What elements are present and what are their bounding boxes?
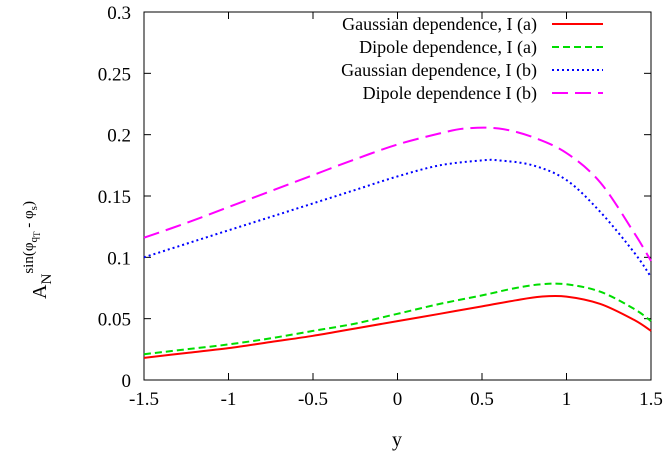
y-label-subscript: N — [39, 274, 55, 285]
axis-ticks: -1.5 -1 -0.5 0 0.5 1 1.5 0 0.05 0.1 0.15 0.2 0.25 0.3 — [98, 3, 663, 410]
x-axis-label: y — [392, 429, 402, 451]
y-tick-label: 0.2 — [107, 126, 131, 147]
y-tick-label: 0.05 — [98, 310, 131, 331]
legend: Gaussian dependence, I (a)Dipole depende… — [341, 14, 603, 104]
x-tick-label: 0 — [393, 389, 403, 410]
y-tick-label: 0.25 — [98, 64, 131, 85]
y-tick-label: 0.3 — [107, 3, 131, 24]
y-tick-label: 0 — [122, 371, 132, 392]
series-lines — [143, 126, 652, 359]
series-line-4 — [143, 126, 652, 262]
y-label-s-sub: s — [28, 206, 40, 210]
x-tick-label: -0.5 — [298, 389, 328, 410]
y-label-end: ) — [21, 201, 37, 206]
x-tick-label: 1 — [562, 389, 572, 410]
y-tick-label: 0.1 — [107, 248, 131, 269]
y-label-t-sub: T — [32, 231, 42, 237]
legend-label-4: Dipole dependence I (b) — [363, 83, 537, 104]
y-tick-label: 0.15 — [98, 187, 131, 208]
legend-label-3: Gaussian dependence, I (b) — [341, 60, 537, 81]
x-tick-label: -1 — [221, 389, 237, 410]
legend-label-1: Gaussian dependence, I (a) — [342, 14, 537, 35]
series-line-3 — [143, 158, 652, 278]
legend-label-2: Dipole dependence, I (a) — [359, 37, 537, 58]
x-tick-label: -1.5 — [129, 389, 159, 410]
x-tick-label: 1.5 — [639, 389, 663, 410]
series-line-1 — [143, 294, 652, 359]
x-tick-label: 0.5 — [470, 389, 494, 410]
y-axis-label: ANsin(φqT - φs) — [21, 201, 55, 299]
y-label-q-sub: q — [28, 236, 40, 242]
y-label-base: A — [29, 284, 51, 299]
y-label-middle: - φ — [21, 210, 37, 231]
series-line-2 — [143, 282, 652, 356]
y-label-superscript: sin(φ — [21, 242, 37, 274]
